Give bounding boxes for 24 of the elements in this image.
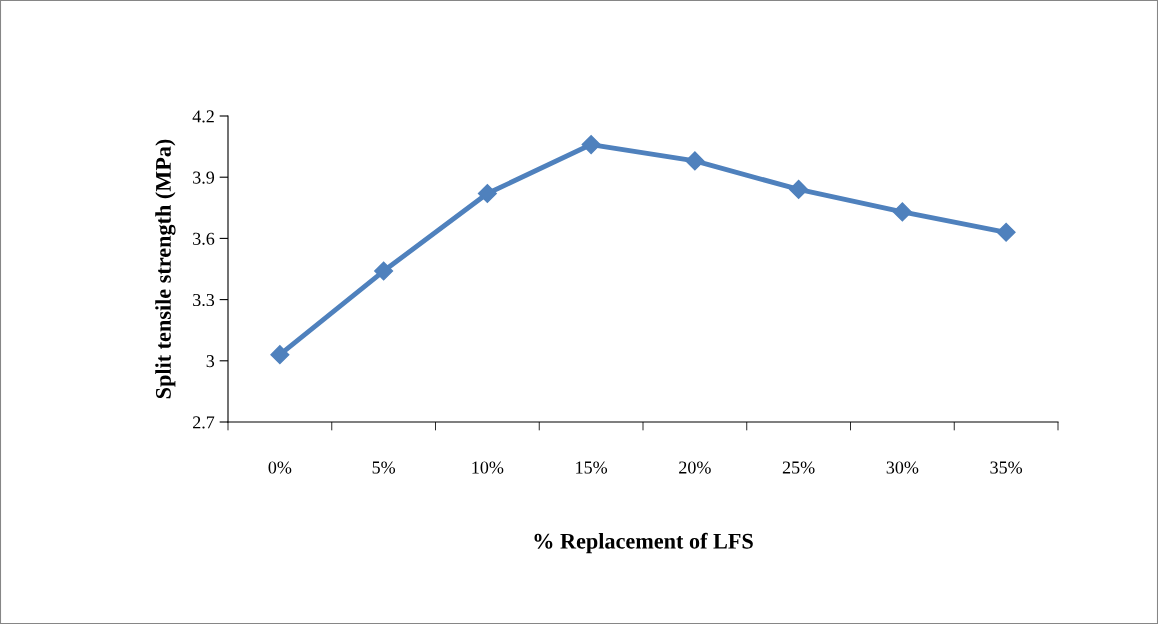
y-tick-label: 2.7 <box>193 416 215 429</box>
x-tick-label: 10% <box>472 461 504 474</box>
y-tick-label: 3.3 <box>193 293 215 307</box>
point <box>892 202 912 222</box>
x-tick-label: 25% <box>782 461 815 474</box>
point <box>685 151 705 171</box>
x-tick-label: 30% <box>886 461 919 474</box>
point <box>374 261 394 281</box>
y-axis-title: Split tensile strength (MPa) <box>155 139 176 399</box>
point <box>996 222 1016 242</box>
point <box>270 345 290 365</box>
point <box>789 179 809 199</box>
x-tick-label: 5% <box>372 461 396 474</box>
point <box>581 135 601 155</box>
y-tick-label: 3 <box>206 355 215 368</box>
y-tick-label: 4.2 <box>192 110 214 123</box>
x-axis-title: % Replacement of LFS <box>534 532 753 554</box>
y-tick-label: 3.9 <box>193 171 215 184</box>
x-tick-label: 0% <box>268 461 292 474</box>
x-tick-label: 35% <box>990 461 1023 474</box>
x-tick-label: 15% <box>576 461 608 474</box>
point <box>477 183 497 204</box>
y-tick-label: 3.6 <box>193 232 215 245</box>
x-tick-label: 20% <box>679 461 711 474</box>
